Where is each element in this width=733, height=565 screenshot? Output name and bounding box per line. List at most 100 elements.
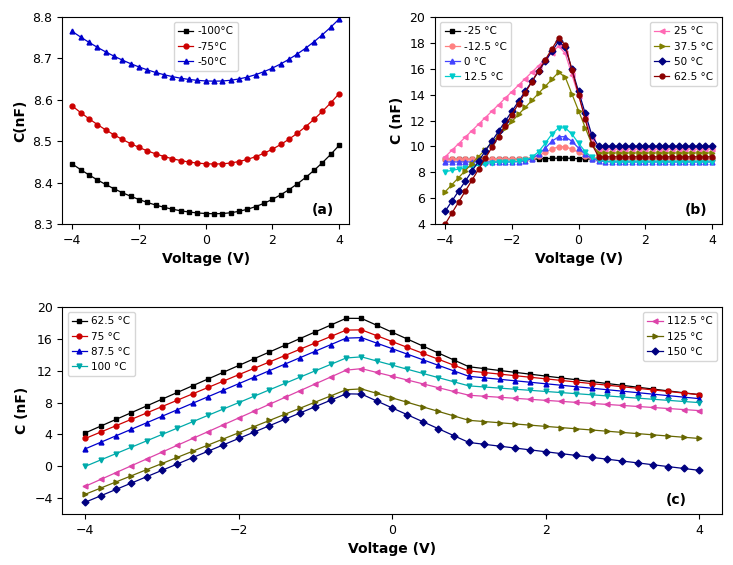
112.5 °C	[219, 421, 228, 428]
62.5 °C	[707, 154, 716, 160]
-25 °C	[501, 156, 509, 163]
75 °C	[204, 384, 213, 391]
150 °C	[480, 441, 489, 447]
75 °C	[280, 352, 289, 359]
87.5 °C	[419, 357, 427, 363]
-12.5 °C	[574, 149, 583, 156]
100 °C	[480, 384, 489, 390]
25 °C	[614, 146, 623, 153]
150 °C	[465, 439, 474, 446]
-12.5 °C	[567, 146, 576, 153]
62.5 °C	[280, 342, 289, 349]
62.5 °C	[649, 386, 658, 393]
-50°C	[143, 67, 152, 73]
12.5 °C	[501, 159, 509, 166]
75 °C	[235, 371, 243, 378]
12.5 °C	[681, 159, 690, 166]
37.5 °C	[707, 150, 716, 157]
112.5 °C	[342, 367, 350, 373]
62.5 °C	[454, 199, 463, 206]
-50°C	[293, 50, 302, 57]
87.5 °C	[295, 354, 304, 361]
-50°C	[135, 63, 144, 70]
-12.5 °C	[641, 156, 649, 163]
62.5 °C	[461, 188, 470, 195]
150 °C	[618, 458, 627, 464]
62.5 °C	[664, 388, 673, 394]
-50°C	[177, 75, 185, 81]
62.5 °C	[441, 221, 449, 228]
-12.5 °C	[541, 149, 550, 156]
37.5 °C	[608, 150, 616, 157]
112.5 °C	[81, 483, 89, 490]
75 °C	[295, 346, 304, 353]
25 °C	[548, 49, 556, 56]
-25 °C	[521, 156, 530, 163]
62.5 °C	[618, 382, 627, 389]
62.5 °C	[372, 322, 381, 329]
-100°C	[218, 210, 226, 217]
150 °C	[388, 405, 397, 411]
12.5 °C	[481, 160, 490, 167]
112.5 °C	[235, 415, 243, 421]
87.5 °C	[158, 413, 166, 420]
100 °C	[81, 463, 89, 470]
-75°C	[268, 146, 277, 153]
-12.5 °C	[441, 156, 449, 163]
62.5 °C	[235, 362, 243, 369]
12.5 °C	[655, 159, 663, 166]
50 °C	[548, 48, 556, 55]
125 °C	[587, 427, 596, 433]
112.5 °C	[633, 403, 642, 410]
50 °C	[501, 118, 509, 125]
62.5 °C	[548, 46, 556, 53]
25 °C	[534, 62, 543, 69]
150 °C	[449, 432, 458, 439]
-25 °C	[548, 155, 556, 162]
50 °C	[487, 138, 496, 145]
75 °C	[311, 340, 320, 346]
25 °C	[528, 69, 537, 76]
12.5 °C	[567, 131, 576, 137]
-12.5 °C	[481, 156, 490, 163]
62.5 °C	[588, 141, 597, 148]
25 °C	[674, 146, 683, 153]
12.5 °C	[627, 159, 636, 166]
150 °C	[496, 443, 504, 450]
125 °C	[541, 423, 550, 430]
0 °C	[548, 138, 556, 145]
37.5 °C	[601, 150, 610, 157]
-12.5 °C	[694, 156, 703, 163]
-100°C	[335, 142, 344, 149]
Line: 100 °C: 100 °C	[83, 354, 701, 469]
0 °C	[541, 145, 550, 151]
-50°C	[110, 53, 119, 59]
150 °C	[357, 391, 366, 398]
-75°C	[276, 141, 285, 148]
125 °C	[449, 412, 458, 419]
112.5 °C	[465, 392, 474, 399]
100 °C	[311, 367, 320, 374]
-100°C	[226, 210, 235, 216]
100 °C	[326, 361, 335, 368]
112.5 °C	[158, 449, 166, 455]
37.5 °C	[561, 74, 570, 81]
-100°C	[110, 185, 119, 192]
12.5 °C	[454, 166, 463, 172]
0 °C	[461, 159, 470, 166]
75 °C	[357, 327, 366, 333]
-25 °C	[674, 156, 683, 163]
12.5 °C	[487, 159, 496, 166]
150 °C	[326, 397, 335, 403]
-12.5 °C	[507, 156, 516, 163]
-75°C	[193, 160, 202, 167]
62.5 °C	[574, 91, 583, 98]
50 °C	[514, 98, 523, 105]
125 °C	[618, 429, 627, 436]
125 °C	[695, 435, 704, 442]
-100°C	[284, 186, 293, 193]
-75°C	[251, 153, 260, 160]
100 °C	[188, 418, 197, 425]
87.5 °C	[96, 439, 105, 446]
-12.5 °C	[487, 156, 496, 163]
